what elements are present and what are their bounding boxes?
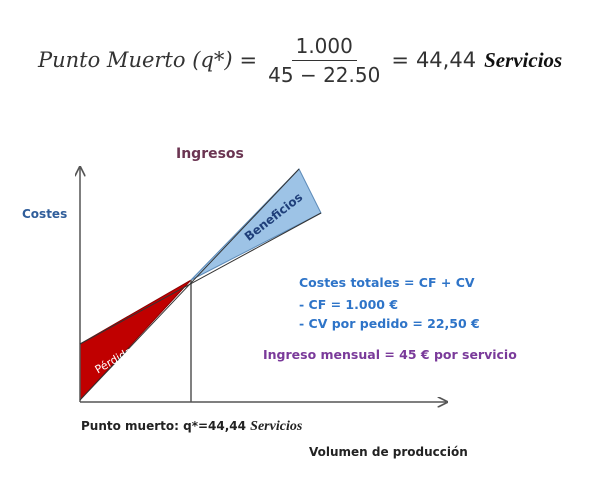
fixed-cost-note: - CF = 1.000 € [299,297,399,312]
break-even-formula: Punto Muerto (q*) = 1.000 45 − 22.50 = 4… [38,30,562,90]
total-costs-formula: Costes totales = CF + CV [299,275,475,290]
revenue-line [79,168,300,401]
formula-unit: Servicios [484,47,563,72]
profits-region [190,168,322,281]
break-even-unit: Servicios [250,419,303,434]
break-even-value: Punto muerto: q*=44,44 [81,419,246,433]
total-cost-line [79,212,322,345]
formula-lhs: Punto Muerto (q*) [38,48,233,72]
formula-denominator: 45 − 22.50 [268,62,381,87]
formula-fraction: 1.000 45 − 22.50 [264,34,384,87]
formula-equals-2: = [391,48,409,72]
revenue-label: Ingresos [176,146,244,162]
x-axis-label: Volumen de producción [309,445,468,459]
break-even-point-label: Punto muerto: q*=44,44 Servicios [81,419,302,435]
monthly-revenue-note: Ingreso mensual = 45 € por servicio [263,347,517,362]
formula-numerator: 1.000 [291,34,357,61]
formula-result: 44,44 [415,48,477,72]
formula-equals-1: = [239,48,258,72]
y-axis-label: Costes [22,207,68,221]
variable-cost-note: - CV por pedido = 22,50 € [299,316,480,331]
